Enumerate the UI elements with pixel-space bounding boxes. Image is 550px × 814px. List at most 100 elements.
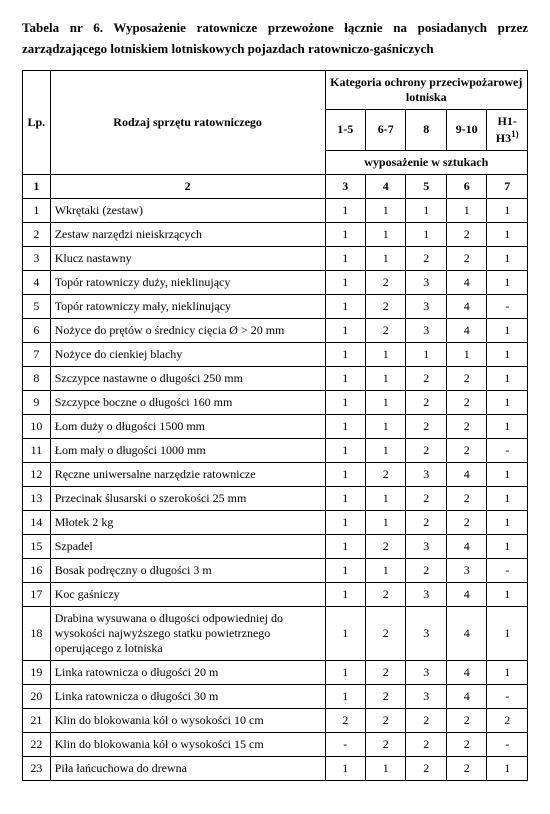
row-value: - (487, 684, 528, 708)
colnum-2: 2 (50, 174, 325, 198)
row-value: 2 (366, 732, 406, 756)
row-value: 1 (366, 222, 406, 246)
row-value: - (487, 558, 528, 582)
row-value: 2 (446, 732, 486, 756)
table-row: 23Piła łańcuchowa do drewna11221 (23, 756, 528, 780)
row-description: Koc gaśniczy (50, 582, 325, 606)
row-number: 2 (23, 222, 51, 246)
row-value: 2 (366, 294, 406, 318)
row-value: 1 (366, 486, 406, 510)
row-value: 2 (406, 486, 446, 510)
row-value: 1 (487, 660, 528, 684)
row-value: 4 (446, 660, 486, 684)
row-value: - (325, 732, 365, 756)
row-value: - (487, 732, 528, 756)
row-value: 3 (406, 534, 446, 558)
row-description: Łom mały o długości 1000 mm (50, 438, 325, 462)
row-value: 1 (446, 342, 486, 366)
row-number: 17 (23, 582, 51, 606)
header-col-9-10: 9-10 (446, 109, 486, 150)
row-value: 2 (366, 318, 406, 342)
table-row: 9Szczypce boczne o długości 160 mm11221 (23, 390, 528, 414)
row-value: 1 (325, 558, 365, 582)
row-value: - (487, 438, 528, 462)
row-value: 4 (446, 318, 486, 342)
row-value: 4 (446, 270, 486, 294)
table-row: 10Łom duży o długości 1500 mm11221 (23, 414, 528, 438)
row-number: 15 (23, 534, 51, 558)
row-value: 2 (366, 660, 406, 684)
row-number: 5 (23, 294, 51, 318)
table-row: 17Koc gaśniczy12341 (23, 582, 528, 606)
row-number: 10 (23, 414, 51, 438)
row-number: 8 (23, 366, 51, 390)
row-value: 2 (406, 708, 446, 732)
table-row: 4Topór ratowniczy duży, nieklinujący1234… (23, 270, 528, 294)
row-value: - (487, 294, 528, 318)
row-number: 20 (23, 684, 51, 708)
row-value: 2 (366, 270, 406, 294)
row-value: 2 (446, 366, 486, 390)
row-value: 2 (446, 390, 486, 414)
row-value: 1 (325, 318, 365, 342)
row-value: 1 (366, 342, 406, 366)
table-row: 1Wkrętaki (zestaw)11111 (23, 198, 528, 222)
row-value: 1 (325, 222, 365, 246)
colnum-1: 1 (23, 174, 51, 198)
row-number: 13 (23, 486, 51, 510)
row-value: 3 (446, 558, 486, 582)
row-value: 4 (446, 462, 486, 486)
table-row: 2 2 Klin do blokowania kół o wysokości 15 … (23, 732, 528, 756)
row-value: 2 (446, 486, 486, 510)
header-category: Kategoria ochrony przeciwpożarowej lotni… (325, 70, 527, 109)
row-value: 4 (446, 684, 486, 708)
row-value: 1 (366, 366, 406, 390)
row-value: 1 (366, 558, 406, 582)
header-col-6-7: 6-7 (366, 109, 406, 150)
row-value: 1 (366, 198, 406, 222)
row-number: 9 (23, 390, 51, 414)
row-value: 1 (487, 582, 528, 606)
row-value: 1 (325, 414, 365, 438)
row-value: 3 (406, 606, 446, 660)
row-value: 1 (406, 342, 446, 366)
row-number: 6 (23, 318, 51, 342)
row-value: 2 (366, 606, 406, 660)
row-value: 1 (325, 294, 365, 318)
colnum-7: 7 (487, 174, 528, 198)
row-value: 1 (487, 534, 528, 558)
row-description: Ręczne uniwersalne narzędzie ratownicze (50, 462, 325, 486)
row-value: 1 (487, 606, 528, 660)
row-value: 1 (325, 510, 365, 534)
row-description: Wkrętaki (zestaw) (50, 198, 325, 222)
row-value: 2 (366, 462, 406, 486)
row-description: Młotek 2 kg (50, 510, 325, 534)
row-description: Piła łańcuchowa do drewna (50, 756, 325, 780)
row-value: 3 (406, 270, 446, 294)
row-value: 1 (325, 342, 365, 366)
row-number: 14 (23, 510, 51, 534)
row-number: 18 (23, 606, 51, 660)
row-value: 2 (406, 510, 446, 534)
row-value: 1 (325, 606, 365, 660)
table-row: 11Łom mały o długości 1000 mm1122- (23, 438, 528, 462)
header-lp: Lp. (23, 70, 51, 174)
row-value: 1 (325, 246, 365, 270)
row-description: Linka ratownicza o długości 30 m (50, 684, 325, 708)
table-row: 13Przecinak ślusarski o szerokości 25 mm… (23, 486, 528, 510)
row-description: Klucz nastawny (50, 246, 325, 270)
row-value: 1 (325, 534, 365, 558)
row-description: Klin do blokowania kół o wysokości 15 cm (50, 732, 325, 756)
row-description: Szczypce nastawne o długości 250 mm (50, 366, 325, 390)
row-value: 2 (406, 390, 446, 414)
colnum-5: 5 (406, 174, 446, 198)
row-value: 3 (406, 582, 446, 606)
row-value: 2 (325, 708, 365, 732)
row-value: 1 (325, 198, 365, 222)
row-value: 1 (325, 390, 365, 414)
row-number: 7 (23, 342, 51, 366)
row-value: 4 (446, 606, 486, 660)
row-value: 4 (446, 582, 486, 606)
row-value: 1 (487, 486, 528, 510)
row-value: 2 (406, 558, 446, 582)
